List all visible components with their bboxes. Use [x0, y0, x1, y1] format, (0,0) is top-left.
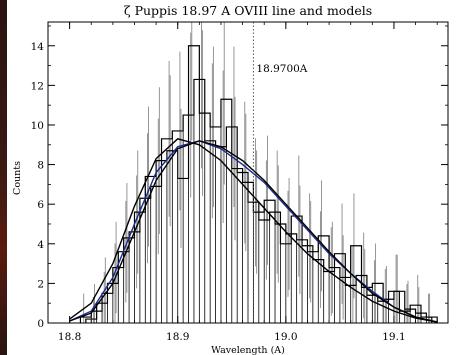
y-tick-label: 2: [37, 278, 44, 290]
y-tick-label: 8: [37, 160, 44, 172]
y-tick-label: 10: [31, 120, 44, 132]
y-tick-label: 12: [31, 80, 44, 92]
histogram-layer: [80, 46, 437, 323]
x-tick-label: 18.9: [166, 331, 189, 343]
x-axis-label: Wavelength (A): [211, 345, 285, 355]
x-tick-label: 19.1: [382, 331, 405, 343]
y-tick-label: 0: [37, 318, 44, 330]
y-tick-label: 14: [31, 41, 45, 53]
x-tick-label: 18.8: [58, 331, 81, 343]
reference-line-label: 18.9700A: [256, 63, 307, 75]
x-tick-label: 19.0: [274, 331, 297, 343]
y-tick-label: 4: [37, 239, 44, 251]
y-tick-label: 6: [37, 199, 44, 211]
y-axis-label: Counts: [12, 161, 23, 195]
chart-title: ζ Puppis 18.97 A OVIII line and models: [124, 3, 372, 18]
tick-labels: 18.8 18.9 19.0 19.1 0 2 4 6 8 10 12 14: [31, 41, 406, 343]
